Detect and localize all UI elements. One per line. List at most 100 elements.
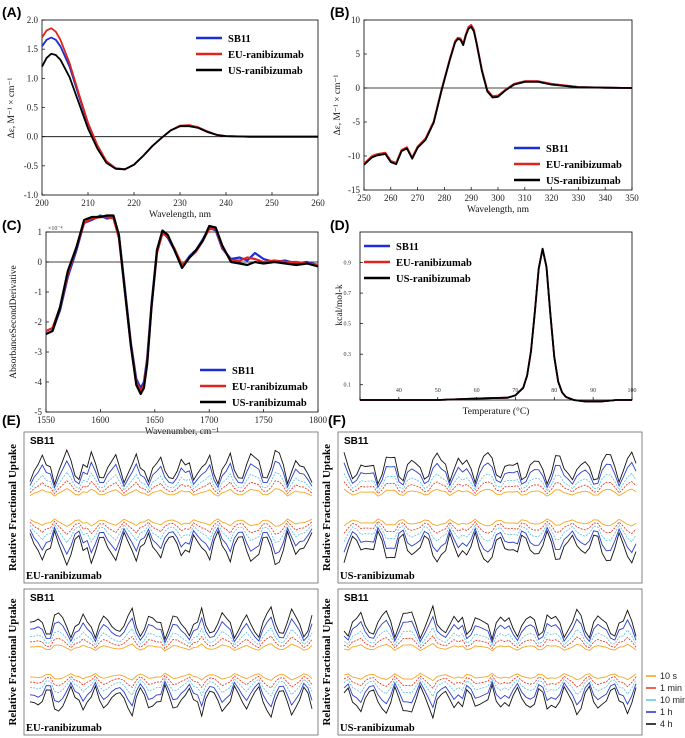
panel-a-xtick-label: 250 <box>265 198 279 208</box>
panel-b-series-eu-ranibizumab <box>363 23 633 165</box>
panel-c-ytick-label: 0 <box>38 257 43 267</box>
panel-b-xtick-label: 290 <box>464 193 478 203</box>
panel-b-xtick-label: 260 <box>384 193 398 203</box>
panel-d-xtick-label: 40 <box>396 388 402 394</box>
panel-a-ytick-label: 1.5 <box>27 44 39 54</box>
panel-c-legend-label: SB11 <box>232 366 255 377</box>
panel-e-upper-bottom-trace-1min <box>29 520 313 535</box>
panel-e: (E) SB11 EU-ranibizumab Relative Fractiona… <box>2 412 319 736</box>
panel-e-lower-top-trace-1min <box>29 635 313 650</box>
panel-e-upper-top-trace-4h <box>29 448 313 486</box>
panel-d-ytick-label: 0.3 <box>344 352 352 358</box>
panel-c-xtick-label: 1700 <box>200 415 219 425</box>
hdx-legend-label: 1 h <box>660 707 673 717</box>
panel-a-ytick-label: 0.5 <box>27 103 39 113</box>
panel-d-ytick-label: 0.1 <box>344 383 352 389</box>
panel-d-ytick-label: 0.9 <box>344 261 352 267</box>
panel-b-ytick-label: -10 <box>348 151 360 161</box>
panel-a-series-us-ranibizumab <box>41 52 318 171</box>
panel-a-xtick-label: 230 <box>173 198 187 208</box>
panel-e-lower-bottom-trace-1h <box>29 680 313 708</box>
panel-d-series-sb11 <box>360 247 632 403</box>
hdx-legend-label: 1 min <box>660 683 682 693</box>
panel-f: (F) SB11 US-ranibizumab Relative Fractiona… <box>321 412 685 736</box>
panel-b-xtick-label: 280 <box>438 193 452 203</box>
panel-b-xtick-label: 300 <box>491 193 505 203</box>
panel-f-upper-bottom-trace-4h <box>343 529 637 564</box>
panel-f-lower-top-name: SB11 <box>344 593 369 604</box>
panel-e-lower-bottom-trace-10min <box>29 677 313 697</box>
panel-e-lower-bottom-trace-1min <box>29 674 313 689</box>
panel-e-upper-bottom-name: EU-ranibizumab <box>26 571 102 582</box>
panel-e-upper-top-name: SB11 <box>30 436 55 447</box>
panel-e-upper-ylabel: Relative Fractional Uptake <box>7 444 19 571</box>
panel-e-upper-top-trace-10min <box>29 471 313 493</box>
panel-f-lower-bottom-trace-4h <box>343 682 637 720</box>
panel-f-upper-top-trace-1min <box>343 480 637 495</box>
panel-f-upper-ylabel: Relative Fractional Uptake <box>321 444 333 571</box>
panel-a: (A) 200 210 220 230 240 250 260 -1.0 -0.5 0.0 0.5 1… <box>2 4 325 220</box>
panel-a-xlabel: Wavelength, nm <box>149 210 212 220</box>
panel-d-series-us-ranibizumab <box>360 247 632 403</box>
panel-b-ytick-label: -15 <box>348 185 360 195</box>
panel-c-series-sb11 <box>45 214 319 390</box>
panel-d-xlabel: Temperature (°C) <box>463 406 530 417</box>
panel-d-xtick-label: 80 <box>551 388 557 394</box>
panel-c-ytick-label: -1 <box>35 287 43 297</box>
panel-b-series-us-ranibizumab <box>363 25 633 166</box>
hdx-legend-label: 4 h <box>660 719 673 729</box>
panel-a-ytick-label: 1.0 <box>27 73 39 83</box>
panel-f-lower-bottom-trace-10min <box>343 677 637 698</box>
panel-a-xtick-label: 220 <box>127 198 141 208</box>
panel-f-upper-bottom-trace-10s <box>343 518 637 527</box>
panel-a-ytick-label: -1.0 <box>24 190 39 200</box>
panel-d-xtick-label: 50 <box>435 388 441 394</box>
panel-d-legend-label: EU-ranibizumab <box>396 258 472 269</box>
panel-a-ylabel: Δε, M⁻¹ × cm⁻¹ <box>7 77 17 138</box>
panel-c-ytick-label: 1 <box>38 227 43 237</box>
panel-f-upper-top-name: SB11 <box>344 436 369 447</box>
panel-c-xtick-label: 1800 <box>309 415 328 425</box>
panel-c-xtick-label: 1600 <box>91 415 110 425</box>
panel-e-lower-bottom-name: EU-ranibizumab <box>26 723 102 734</box>
panel-f-lower-top-trace-4h <box>343 604 637 642</box>
panel-b-xtick-label: 270 <box>411 193 425 203</box>
panel-b-legend-label: US-ranibizumab <box>546 176 621 187</box>
panel-f-lower-bottom-name: US-ranibizumab <box>340 723 415 734</box>
panel-b-ytick-label: -5 <box>353 117 361 127</box>
panel-c-xtick-label: 1750 <box>255 415 274 425</box>
panel-b-xtick-label: 250 <box>357 193 371 203</box>
panel-b: (B) 250 260 270 280 290 300 310 320 330 340 350 -15… <box>330 4 639 215</box>
panel-c-ytick-label: -3 <box>35 347 43 357</box>
panel-c-series-us-ranibizumab <box>45 214 319 396</box>
panel-e-lower-top-trace-10s <box>29 643 313 652</box>
panel-a-xtick-label: 240 <box>219 198 233 208</box>
panel-d-ylabel: kcal/mol-k <box>335 284 345 325</box>
panel-f-upper-bottom-trace-10min <box>343 523 637 543</box>
panel-b-xtick-label: 350 <box>625 193 639 203</box>
panel-c-ylabel: AbsorbanceSecondDerivative <box>9 265 19 378</box>
panel-e-upper-bottom-trace-10min <box>29 522 313 544</box>
panel-f-upper-top-trace-10s <box>343 488 637 497</box>
panel-f-upper-bottom-name: US-ranibizumab <box>340 571 415 582</box>
panel-b-ylabel: Δε, M⁻¹ × cm⁻¹ <box>333 74 343 135</box>
panel-c-xtick-label: 1550 <box>37 415 56 425</box>
panel-e-upper-box <box>23 431 319 584</box>
panel-c-series-eu-ranibizumab <box>45 215 319 393</box>
panel-a-legend-label: SB11 <box>228 34 251 45</box>
panel-e-upper-top-trace-1min <box>29 480 313 495</box>
panel-e-lower-ylabel: Relative Fractional Uptake <box>7 598 19 725</box>
panel-e-lower-top-trace-1h <box>29 616 313 644</box>
panel-a-ytick-label: -0.5 <box>24 161 39 171</box>
panel-e-upper-bottom-trace-1h <box>29 526 313 556</box>
panel-a-ytick-label: 0.0 <box>27 132 39 142</box>
panel-c-legend-label: EU-ranibizumab <box>232 382 308 393</box>
panel-b-ytick-label: 5 <box>356 49 361 59</box>
panel-e-upper-bottom-trace-10s <box>29 518 313 527</box>
panel-f-lower-box <box>337 588 643 736</box>
panel-f-lower-top-trace-1h <box>343 615 637 644</box>
panel-d-series-eu-ranibizumab <box>360 247 632 403</box>
panel-b-legend-label: EU-ranibizumab <box>546 160 622 171</box>
panel-c-ytick-label: -5 <box>35 407 43 417</box>
